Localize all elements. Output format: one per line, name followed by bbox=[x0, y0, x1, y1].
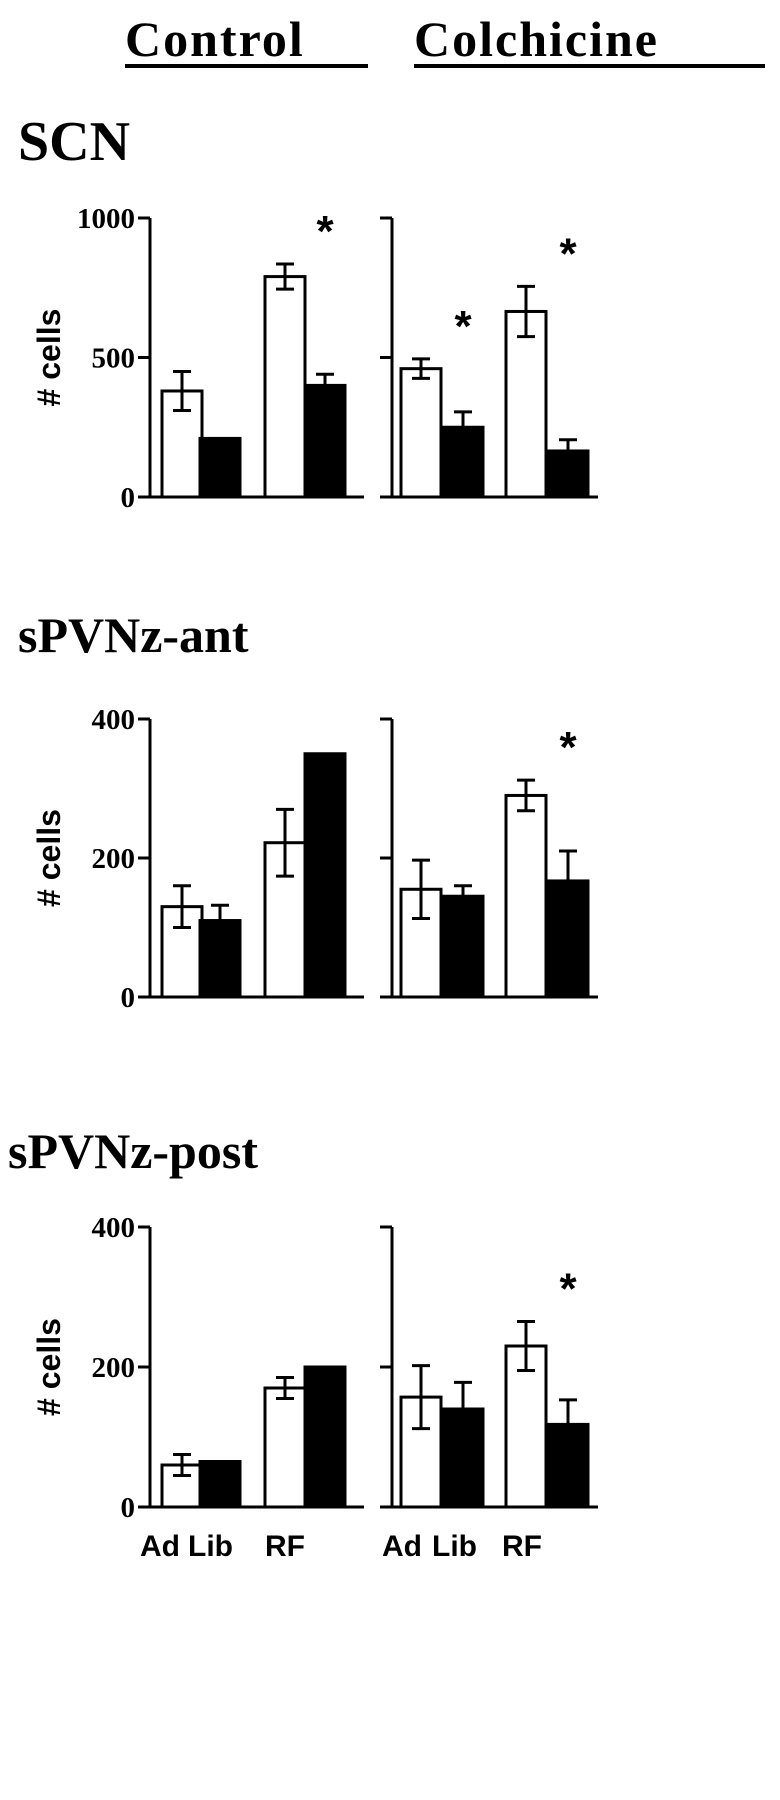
x-category-label-ad: Ad bbox=[140, 1530, 180, 1563]
panel-colchicine: * Ad Lib RF bbox=[380, 1225, 598, 1563]
y-tick-label: 1000 bbox=[77, 203, 135, 235]
panel-control: 0 200 400 Ad Lib RF bbox=[92, 1212, 364, 1563]
significance-asterisk: * bbox=[559, 723, 577, 772]
y-tick-label: 400 bbox=[92, 1212, 136, 1244]
header-control: Control bbox=[125, 11, 305, 67]
bar-rf-filled bbox=[303, 1365, 347, 1509]
chart-title: sPVNz-ant bbox=[18, 607, 249, 663]
y-tick-label: 0 bbox=[121, 1492, 136, 1524]
bar-rf-filled bbox=[546, 1422, 590, 1509]
y-tick-label: 500 bbox=[92, 343, 136, 375]
bar-ad-filled bbox=[441, 894, 485, 999]
y-tick-label: 0 bbox=[121, 482, 136, 514]
bar-rf-filled bbox=[546, 879, 590, 999]
chart-title: SCN bbox=[18, 111, 130, 173]
y-axis-label: # cells bbox=[31, 309, 67, 407]
bar-rf-open bbox=[504, 309, 548, 499]
bar-rf-open bbox=[504, 793, 548, 999]
y-tick-label: 200 bbox=[92, 843, 136, 875]
chart-title: sPVNz-post bbox=[8, 1123, 258, 1179]
header-colchicine: Colchicine bbox=[414, 11, 659, 67]
x-category-label-rf: RF bbox=[265, 1530, 305, 1563]
panel-control: 0 500 1000 * bbox=[77, 203, 364, 514]
x-category-label-lib: Lib bbox=[432, 1530, 477, 1563]
bar-rf-filled bbox=[303, 383, 347, 499]
panel-control: 0 200 400 bbox=[92, 704, 364, 1014]
y-axis-label: # cells bbox=[31, 1318, 67, 1416]
x-category-label-lib: Lib bbox=[188, 1530, 233, 1563]
y-tick-label: 0 bbox=[121, 982, 136, 1014]
bar-rf-filled bbox=[303, 752, 347, 999]
bar-rf-open bbox=[263, 275, 307, 499]
significance-asterisk: * bbox=[316, 207, 334, 256]
bar-ad-filled bbox=[198, 919, 242, 999]
bar-ad-filled bbox=[441, 1407, 485, 1509]
bar-rf-open bbox=[263, 1386, 307, 1509]
chart-1: sPVNz-ant # cells 0 200 400 * bbox=[18, 607, 598, 1014]
x-category-label-ad: Ad bbox=[382, 1530, 422, 1563]
y-tick-label: 200 bbox=[92, 1352, 136, 1384]
panel-colchicine: * bbox=[380, 717, 598, 999]
bar-ad-open bbox=[399, 367, 443, 499]
bar-ad-filled bbox=[441, 425, 485, 499]
y-axis-label: # cells bbox=[31, 809, 67, 907]
bar-ad-filled bbox=[198, 436, 242, 499]
significance-asterisk: * bbox=[559, 229, 577, 278]
bar-rf-filled bbox=[546, 449, 590, 499]
bar-ad-filled bbox=[198, 1460, 242, 1509]
significance-asterisk: * bbox=[454, 302, 472, 351]
significance-asterisk: * bbox=[559, 1265, 577, 1314]
panel-colchicine: ** bbox=[380, 216, 598, 499]
x-category-label-rf: RF bbox=[502, 1530, 542, 1563]
y-tick-label: 400 bbox=[92, 704, 136, 736]
